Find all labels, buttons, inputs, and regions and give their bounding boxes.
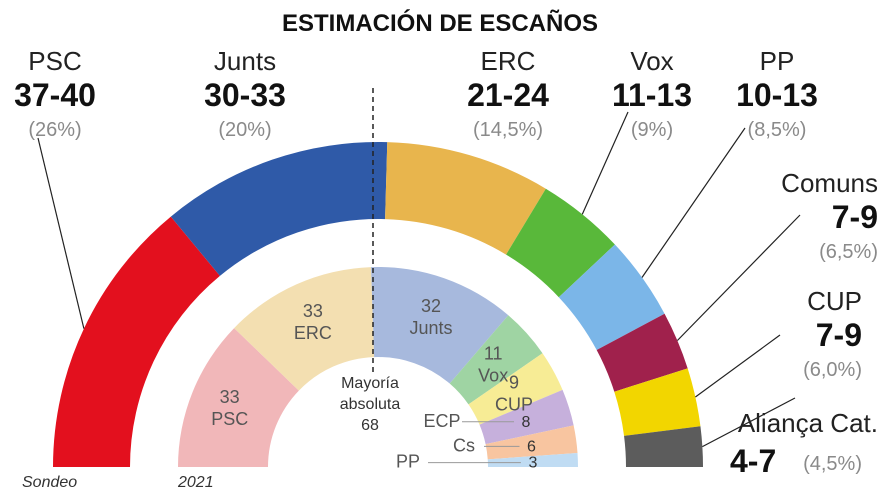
inner-segment-junts <box>371 266 509 384</box>
inner-label-pp-name: PP <box>396 452 420 472</box>
year-caption: 2021 <box>177 474 214 491</box>
leader-pp <box>641 127 746 278</box>
leader-psc <box>37 137 85 329</box>
label-vox-seats: 11-13 <box>612 77 692 113</box>
label-alian-a-cat-seats: 4-7 <box>730 443 776 479</box>
inner-label-cup-value: 9 <box>509 373 519 393</box>
outer-hemicycle <box>53 141 703 467</box>
label-cup-seats: 7-9 <box>816 317 862 353</box>
outer-segment-vox <box>506 188 615 298</box>
inner-label-erc-value: 33 <box>303 301 323 321</box>
inner-segment-erc <box>234 267 375 391</box>
majority-label-line1: Mayoría <box>341 375 399 392</box>
label-vox-pct: (9%) <box>631 119 673 141</box>
label-alian-a-cat-pct: (4,5%) <box>803 453 862 475</box>
label-junts-seats: 30-33 <box>204 77 286 113</box>
label-comuns-name: Comuns <box>781 168 878 198</box>
outer-labels: PSC37-40(26%)Junts30-33(20%)ERC21-24(14,… <box>14 46 878 479</box>
label-junts-name: Junts <box>214 46 276 76</box>
inner-segment-cs <box>485 425 578 460</box>
leader-comuns <box>676 214 801 341</box>
inner-segment-psc <box>178 328 299 467</box>
label-junts-pct: (20%) <box>218 119 271 141</box>
outer-segment-cup <box>614 368 701 436</box>
label-erc-pct: (14,5%) <box>473 119 543 141</box>
outer-segment-junts <box>170 141 388 276</box>
inner-label-psc-name: PSC <box>211 409 248 429</box>
inner-label-junts-name: Junts <box>409 318 452 338</box>
label-cup-name: CUP <box>807 286 862 316</box>
majority-label-value: 68 <box>361 417 379 434</box>
inner-label-erc-name: ERC <box>294 323 332 343</box>
inner-label-junts-value: 32 <box>421 296 441 316</box>
outer-segment-erc <box>385 142 546 255</box>
label-alian-a-cat-name: Aliança Cat. <box>738 408 878 438</box>
leader-cup <box>695 334 781 398</box>
label-erc-name: ERC <box>481 46 536 76</box>
outer-segment-psc <box>53 216 220 467</box>
majority-label-line2: absoluta <box>340 396 401 413</box>
leader-vox <box>581 111 629 215</box>
outer-segment-comuns <box>596 313 688 392</box>
inner-segment-ecp <box>479 389 574 445</box>
label-pp-pct: (8,5%) <box>748 119 807 141</box>
sondeo-caption: Sondeo <box>22 474 77 491</box>
inner-label-cup-name: CUP <box>495 395 533 415</box>
label-psc-seats: 37-40 <box>14 77 96 113</box>
label-erc-seats: 21-24 <box>467 77 549 113</box>
inner-label-vox-name: Vox <box>478 365 508 385</box>
inner-label-psc-value: 33 <box>220 387 240 407</box>
inner-label-ecp-value: 8 <box>522 414 531 431</box>
inner-hemicycle <box>178 266 578 467</box>
label-pp-seats: 10-13 <box>736 77 818 113</box>
label-vox-name: Vox <box>630 46 673 76</box>
leader-alian-a-cat <box>702 397 796 448</box>
inner-segment-vox <box>449 315 543 405</box>
inner-label-ecp-name: ECP <box>423 411 460 431</box>
majority-label: Mayoría absoluta 68 <box>340 375 401 434</box>
inner-segment-pp <box>487 453 578 467</box>
outer-segment-pp <box>558 244 665 351</box>
inner-label-cs-name: Cs <box>453 435 475 455</box>
label-comuns-seats: 7-9 <box>832 199 878 235</box>
inner-label-cs-value: 6 <box>527 438 536 455</box>
label-psc-name: PSC <box>28 46 81 76</box>
label-comuns-pct: (6,5%) <box>819 241 878 263</box>
inner-label-pp-value: 3 <box>528 455 537 472</box>
leader-lines <box>37 111 801 448</box>
label-psc-pct: (26%) <box>28 119 81 141</box>
label-cup-pct: (6,0%) <box>803 359 862 381</box>
inner-segment-cup <box>468 353 563 425</box>
label-pp-name: PP <box>760 46 795 76</box>
inner-label-vox-value: 11 <box>484 343 503 363</box>
chart-title: ESTIMACIÓN DE ESCAÑOS <box>282 9 598 37</box>
outer-segment-alian-a-cat <box>624 426 703 467</box>
